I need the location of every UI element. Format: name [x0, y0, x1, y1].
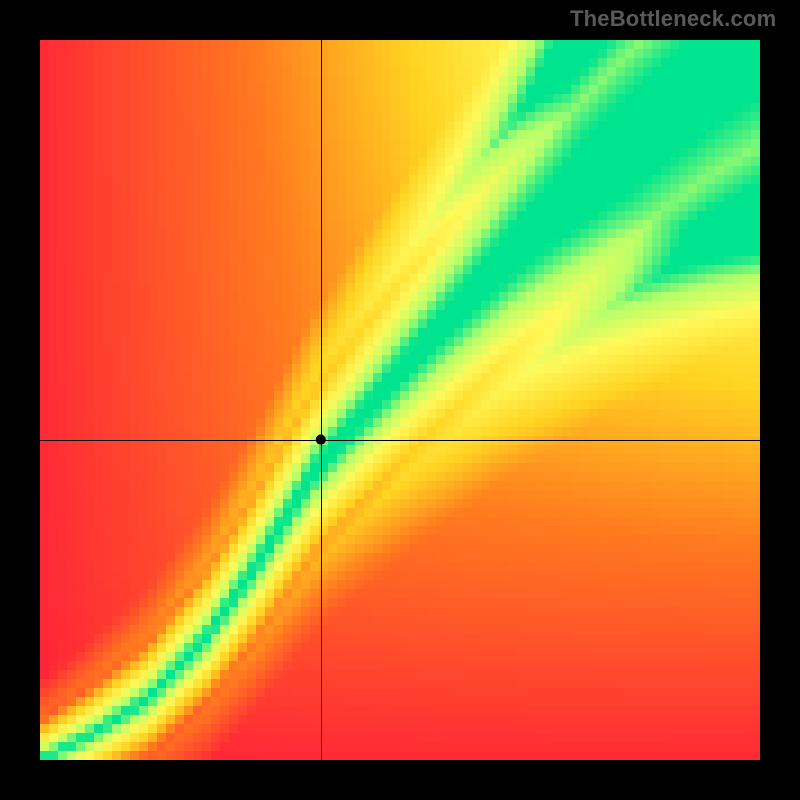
plot-area — [40, 40, 760, 760]
watermark-label: TheBottleneck.com — [570, 6, 776, 32]
crosshair-overlay — [40, 40, 760, 760]
